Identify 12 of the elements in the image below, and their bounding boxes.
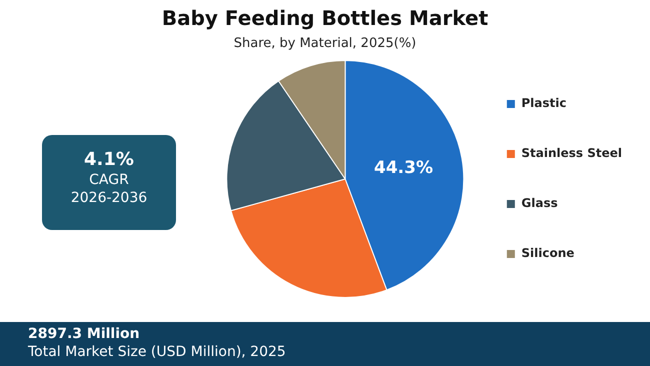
text: 4.1% [83, 149, 135, 170]
chart-subtitle: Share, by Material, 2025(%) [232, 36, 418, 51]
legend-label: Plastic [521, 96, 567, 110]
text: 2026-2036 [70, 190, 148, 206]
text: 2897.3 Million [28, 326, 140, 342]
legend-label: Glass [521, 196, 558, 210]
legend-label: Silicone [521, 246, 574, 260]
text: CAGR [88, 172, 130, 188]
chart-title: Baby Feeding Bottles Market [160, 6, 490, 30]
text: Total Market Size (USD Million), 2025 [28, 344, 286, 360]
data-label: 44.3% [374, 158, 433, 178]
legend-label: Stainless Steel [521, 146, 622, 160]
